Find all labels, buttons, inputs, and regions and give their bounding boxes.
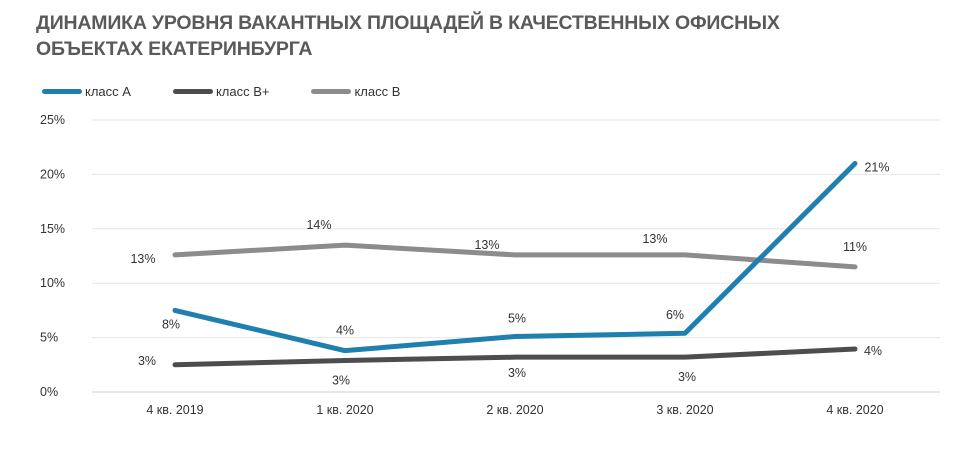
x-tick-label: 2 кв. 2020: [486, 403, 543, 417]
legend-label: класс А: [85, 84, 131, 99]
legend-swatch: [311, 89, 352, 94]
data-label: 14%: [306, 218, 331, 232]
legend-label: класс В+: [215, 84, 270, 99]
x-tick-label: 3 кв. 2020: [656, 403, 713, 417]
legend-swatch: [172, 89, 213, 94]
y-tick-label: 10%: [40, 276, 65, 290]
legend-item-class-a: класс А: [42, 84, 131, 99]
data-label: 13%: [642, 232, 667, 246]
data-label: 3%: [332, 373, 350, 387]
y-tick-label: 20%: [40, 167, 65, 181]
legend: класс А класс В+ класс В: [42, 84, 442, 99]
data-label: 8%: [162, 317, 180, 331]
data-label: 13%: [474, 238, 499, 252]
x-tick-label: 4 кв. 2019: [146, 403, 203, 417]
data-label: 3%: [508, 366, 526, 380]
chart-title: ДИНАМИКА УРОВНЯ ВАКАНТНЫХ ПЛОЩАДЕЙ В КАЧ…: [36, 10, 780, 62]
title-line-1: ДИНАМИКА УРОВНЯ ВАКАНТНЫХ ПЛОЩАДЕЙ В КАЧ…: [36, 12, 780, 34]
series-line: [172, 346, 858, 368]
legend-swatch: [42, 89, 82, 94]
data-label: 3%: [138, 354, 156, 368]
x-tick-label: 1 кв. 2020: [316, 403, 373, 417]
y-tick-label: 0%: [40, 385, 58, 399]
y-tick-label: 15%: [40, 222, 65, 236]
data-label: 11%: [843, 240, 867, 254]
legend-label: класс В: [354, 84, 401, 99]
data-label: 5%: [508, 312, 526, 326]
x-tick-label: 4 кв. 2020: [826, 403, 883, 417]
data-label: 4%: [864, 344, 882, 358]
legend-item-class-b: класс В: [311, 84, 400, 99]
data-label: 13%: [130, 252, 155, 266]
legend-item-class-bplus: класс В+: [172, 84, 270, 99]
data-label: 4%: [336, 324, 354, 338]
y-tick-label: 25%: [40, 113, 65, 127]
y-tick-label: 5%: [40, 331, 58, 345]
data-label: 6%: [666, 308, 684, 322]
title-line-2: ОБЪЕКТАХ ЕКАТЕРИНБУРГА: [36, 38, 313, 60]
data-label: 21%: [864, 161, 889, 175]
data-label: 3%: [678, 370, 696, 384]
